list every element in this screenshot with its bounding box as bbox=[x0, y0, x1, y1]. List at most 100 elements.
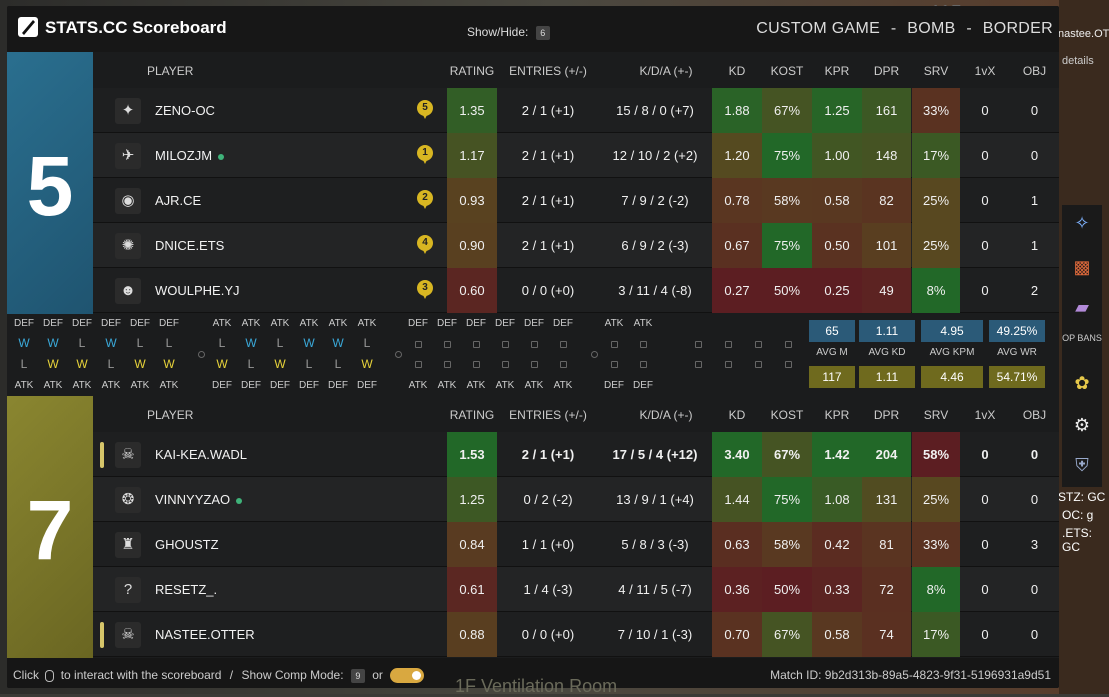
stat-kd: 0.63 bbox=[712, 522, 762, 567]
stat-entries: 1 / 4 (-3) bbox=[523, 582, 573, 597]
column-header[interactable]: ENTRIES (+/-) bbox=[509, 64, 587, 78]
stat-dpr: 148 bbox=[862, 133, 911, 178]
player-row[interactable]: ♜ GHOUSTZ 0.84 1 / 1 (+0) 5 / 8 / 3 (-3) 0.63… bbox=[93, 522, 1059, 567]
round-side-label: ATK bbox=[241, 318, 261, 329]
average-label: AVG KD bbox=[868, 347, 906, 358]
stat-obj: 1 bbox=[1030, 193, 1039, 208]
table-header: PLAYER RATING ENTRIES (+/-) K/D/A (+-) KD KOS… bbox=[93, 396, 1059, 432]
round-empty-icon bbox=[465, 360, 487, 371]
column-header[interactable]: K/D/A (+-) bbox=[639, 64, 693, 78]
operator-icon: ▰ bbox=[1075, 297, 1089, 317]
footer-separator: / bbox=[229, 668, 234, 682]
comp-mode-toggle[interactable] bbox=[390, 668, 425, 684]
column-header[interactable]: KOST bbox=[770, 408, 804, 422]
round-empty-icon bbox=[436, 340, 458, 351]
column-header[interactable]: 1vX bbox=[974, 408, 996, 422]
stat-onevx: 0 bbox=[981, 537, 989, 552]
round-side-label: DEF bbox=[43, 318, 63, 329]
stat-rating: 0.60 bbox=[447, 268, 497, 313]
stat-kost: 58% bbox=[762, 178, 812, 223]
column-header[interactable]: PLAYER bbox=[147, 64, 194, 78]
column-header[interactable]: RATING bbox=[449, 64, 495, 78]
round-empty-icon bbox=[407, 340, 429, 351]
round-side-label: DEF bbox=[633, 380, 653, 391]
player-name[interactable]: GHOUSTZ bbox=[155, 522, 219, 567]
round-result-team-b: L bbox=[334, 357, 342, 371]
player-row[interactable]: ❂ VINNYYZAO 1.25 0 / 2 (-2) 13 / 9 / 1 (+4) 1… bbox=[93, 477, 1059, 522]
stat-rating: 1.25 bbox=[447, 477, 497, 522]
player-row[interactable]: ✈ MILOZJM 1 1.17 2 / 1 (+1) 12 / 10 / 2 (+2) 1… bbox=[93, 133, 1059, 178]
column-header[interactable]: DPR bbox=[873, 64, 900, 78]
stat-kpr: 0.42 bbox=[812, 522, 862, 567]
round-side-label: DEF bbox=[553, 318, 573, 329]
column-header[interactable]: K/D/A (+-) bbox=[639, 408, 693, 422]
column-header[interactable]: OBJ bbox=[1022, 64, 1047, 78]
player-name[interactable]: AJR.CE bbox=[155, 178, 201, 223]
column-header[interactable]: 1vX bbox=[974, 64, 996, 78]
player-row[interactable]: ☠ KAI-KEA.WADL 1.53 2 / 1 (+1) 17 / 5 / 4 (+… bbox=[93, 432, 1059, 477]
footer-hint: Click to interact with the scoreboard / … bbox=[13, 668, 425, 684]
player-row[interactable]: ? RESETZ_. 0.61 1 / 4 (-3) 4 / 11 / 5 (-7) 0.… bbox=[93, 567, 1059, 612]
stat-entries: 2 / 1 (+1) bbox=[521, 193, 575, 208]
column-header[interactable]: SRV bbox=[923, 408, 949, 422]
stat-kda: 4 / 11 / 5 (-7) bbox=[618, 582, 692, 597]
stat-kost: 75% bbox=[762, 477, 812, 522]
player-marker bbox=[100, 442, 104, 468]
round-empty-icon bbox=[632, 340, 654, 351]
player-name[interactable]: MILOZJM bbox=[155, 133, 225, 178]
round-side-label: ATK bbox=[437, 380, 457, 391]
round-empty-icon bbox=[552, 340, 574, 351]
operator-icon: ⛨ bbox=[1075, 455, 1089, 475]
column-header[interactable]: KD bbox=[728, 408, 746, 422]
stats-logo-icon bbox=[18, 17, 38, 37]
round-side-label: DEF bbox=[495, 318, 515, 329]
player-name[interactable]: VINNYYZAO bbox=[155, 477, 243, 522]
comp-mode-key: 9 bbox=[350, 669, 365, 683]
column-header[interactable]: SRV bbox=[923, 64, 949, 78]
player-name[interactable]: ZENO-OC bbox=[155, 88, 215, 133]
player-row[interactable]: ✺ DNICE.ETS 4 0.90 2 / 1 (+1) 6 / 9 / 2 (-3) 0… bbox=[93, 223, 1059, 268]
stat-kpr: 0.25 bbox=[812, 268, 862, 313]
column-header[interactable]: RATING bbox=[449, 408, 495, 422]
column-header[interactable]: KPR bbox=[824, 64, 850, 78]
team-a-average: 1.11 bbox=[859, 320, 915, 342]
footer-bar: Click to interact with the scoreboard / … bbox=[7, 658, 1059, 688]
round-empty-icon bbox=[777, 360, 799, 371]
player-row[interactable]: ✦ ZENO-OC 5 1.35 2 / 1 (+1) 15 / 8 / 0 (+7) 1.… bbox=[93, 88, 1059, 133]
column-header[interactable]: KOST bbox=[770, 64, 804, 78]
background-chat-3: .ETS: GC bbox=[1062, 526, 1093, 554]
player-row[interactable]: ◉ AJR.CE 2 0.93 2 / 1 (+1) 7 / 9 / 2 (-2) 0.78… bbox=[93, 178, 1059, 223]
round-empty-icon bbox=[603, 360, 625, 371]
column-header[interactable]: KPR bbox=[824, 408, 850, 422]
stat-kd: 0.67 bbox=[712, 223, 762, 268]
round-side-label: ATK bbox=[159, 380, 179, 391]
player-name[interactable]: RESETZ_. bbox=[155, 567, 217, 612]
column-header[interactable]: ENTRIES (+/-) bbox=[509, 408, 587, 422]
operator-icon: ✧ bbox=[1074, 213, 1090, 233]
player-row[interactable]: ☻ WOULPHE.YJ 3 0.60 0 / 0 (+0) 3 / 11 / 4 (-8… bbox=[93, 268, 1059, 313]
round-result-team-a: L bbox=[136, 336, 144, 350]
footer-or-text: or bbox=[372, 668, 383, 682]
stat-srv: 58% bbox=[912, 432, 960, 477]
column-header[interactable]: OBJ bbox=[1022, 408, 1047, 422]
stat-rating: 0.61 bbox=[447, 567, 497, 612]
operator-avatar-icon: ♜ bbox=[115, 532, 141, 558]
column-header[interactable]: KD bbox=[728, 64, 746, 78]
column-header[interactable]: DPR bbox=[873, 408, 900, 422]
player-name[interactable]: NASTEE.OTTER bbox=[155, 612, 255, 657]
online-status-icon bbox=[236, 497, 243, 504]
game-info-sep: - bbox=[966, 20, 972, 37]
player-name[interactable]: WOULPHE.YJ bbox=[155, 268, 240, 313]
mouse-icon bbox=[45, 669, 55, 682]
pick-order-number: 5 bbox=[417, 100, 433, 116]
stat-srv: 8% bbox=[912, 268, 960, 313]
column-header[interactable]: PLAYER bbox=[147, 408, 194, 422]
pick-order-number: 3 bbox=[417, 280, 433, 296]
op-bans-label: OP BANS bbox=[1062, 333, 1102, 343]
player-name[interactable]: KAI-KEA.WADL bbox=[155, 432, 247, 477]
player-row[interactable]: ☠ NASTEE.OTTER 0.88 0 / 0 (+0) 7 / 10 / 1 (-… bbox=[93, 612, 1059, 657]
halftime-icon bbox=[387, 350, 409, 361]
player-name[interactable]: DNICE.ETS bbox=[155, 223, 224, 268]
stat-kda: 6 / 9 / 2 (-3) bbox=[621, 238, 689, 253]
round-side-label: ATK bbox=[270, 318, 290, 329]
